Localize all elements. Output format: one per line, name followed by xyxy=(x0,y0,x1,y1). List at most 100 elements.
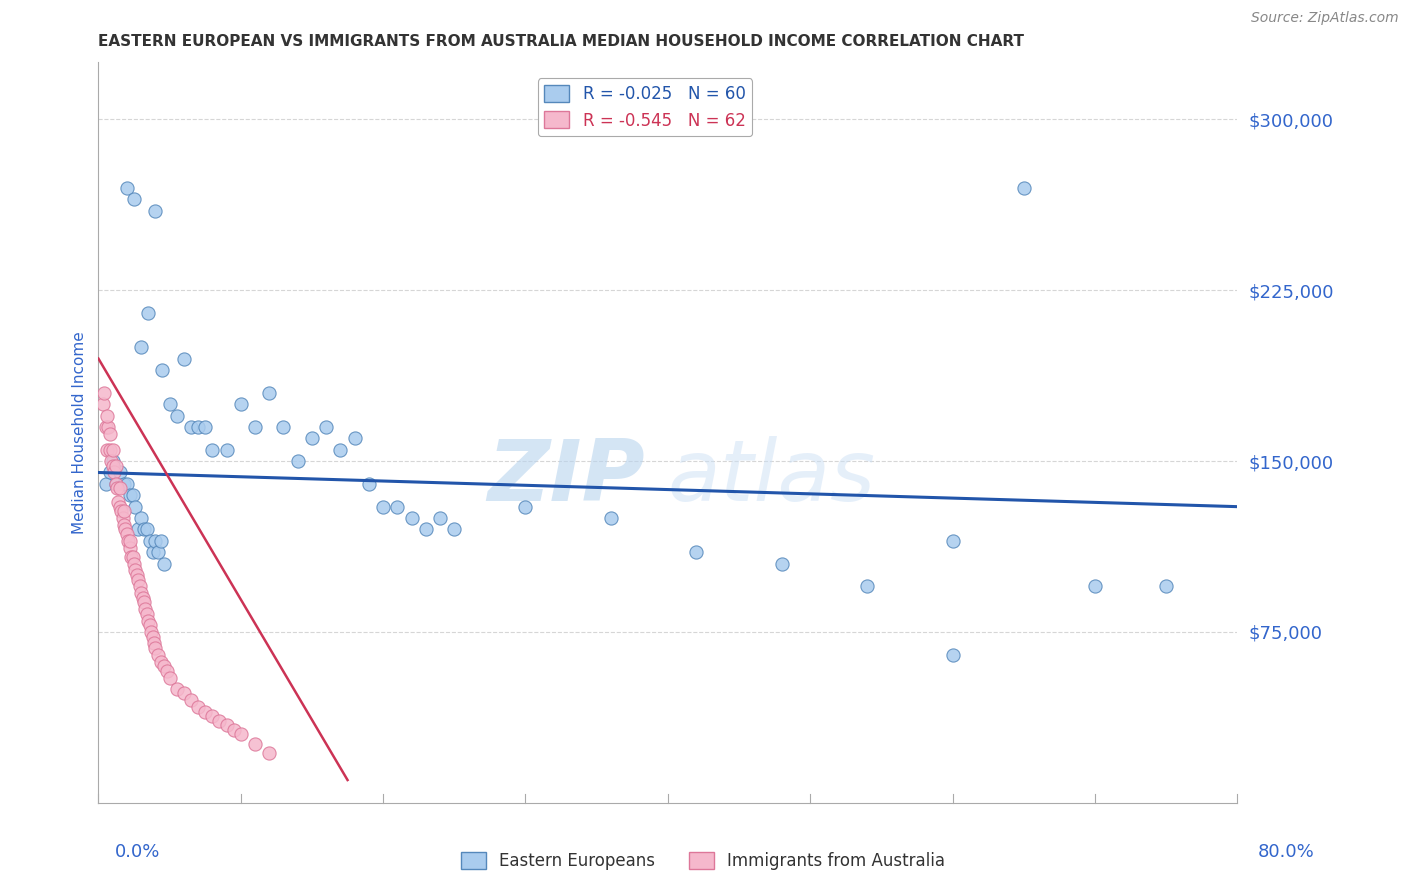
Point xyxy=(91,397,114,411)
Point xyxy=(117,533,139,548)
Point xyxy=(166,681,188,696)
Point xyxy=(259,385,281,400)
Point xyxy=(153,557,176,571)
Point xyxy=(173,351,195,366)
Point xyxy=(98,466,121,480)
Point xyxy=(159,671,181,685)
Point xyxy=(148,648,170,662)
Point xyxy=(215,718,238,732)
Point xyxy=(94,476,117,491)
Point xyxy=(96,442,118,457)
Point xyxy=(315,420,337,434)
Point xyxy=(150,533,173,548)
Point xyxy=(343,431,366,445)
Point xyxy=(194,420,217,434)
Point xyxy=(94,420,117,434)
Point xyxy=(142,636,165,650)
Point xyxy=(132,595,155,609)
Point xyxy=(129,511,152,525)
Y-axis label: Median Household Income: Median Household Income xyxy=(72,331,87,534)
Point xyxy=(93,385,115,400)
Point xyxy=(138,618,160,632)
Point xyxy=(685,545,707,559)
Point xyxy=(122,557,145,571)
Point xyxy=(118,541,141,555)
Point xyxy=(429,511,451,525)
Point xyxy=(112,476,135,491)
Point xyxy=(118,488,141,502)
Point xyxy=(357,476,380,491)
Point xyxy=(243,420,266,434)
Point xyxy=(387,500,409,514)
Point xyxy=(215,442,238,457)
Text: atlas: atlas xyxy=(668,435,876,518)
Point xyxy=(187,420,209,434)
Point xyxy=(942,533,965,548)
Point xyxy=(128,579,150,593)
Point xyxy=(942,648,965,662)
Point xyxy=(112,517,135,532)
Point xyxy=(373,500,395,514)
Point xyxy=(136,306,159,320)
Point xyxy=(105,482,128,496)
Point xyxy=(115,476,138,491)
Point xyxy=(243,737,266,751)
Point xyxy=(136,614,159,628)
Point xyxy=(141,545,163,559)
Point xyxy=(104,476,127,491)
Point xyxy=(159,397,181,411)
Point xyxy=(208,714,231,728)
Text: Source: ZipAtlas.com: Source: ZipAtlas.com xyxy=(1251,11,1399,25)
Point xyxy=(153,659,176,673)
Point xyxy=(124,564,146,578)
Point xyxy=(111,511,134,525)
Text: 80.0%: 80.0% xyxy=(1258,843,1315,861)
Point xyxy=(132,523,155,537)
Point xyxy=(415,523,437,537)
Point xyxy=(180,693,202,707)
Point xyxy=(101,442,124,457)
Point xyxy=(108,482,131,496)
Point xyxy=(173,686,195,700)
Point xyxy=(107,495,129,509)
Point xyxy=(125,568,148,582)
Point xyxy=(329,442,352,457)
Point xyxy=(108,466,131,480)
Point xyxy=(443,523,465,537)
Point xyxy=(515,500,537,514)
Point xyxy=(287,454,309,468)
Point xyxy=(229,727,252,741)
Point xyxy=(121,488,143,502)
Point xyxy=(98,426,121,441)
Point xyxy=(201,442,224,457)
Point xyxy=(139,624,162,639)
Point xyxy=(141,630,163,644)
Point xyxy=(131,591,153,605)
Point xyxy=(145,640,167,655)
Text: EASTERN EUROPEAN VS IMMIGRANTS FROM AUSTRALIA MEDIAN HOUSEHOLD INCOME CORRELATIO: EASTERN EUROPEAN VS IMMIGRANTS FROM AUST… xyxy=(98,34,1025,49)
Point xyxy=(115,527,138,541)
Point xyxy=(104,458,127,473)
Point xyxy=(301,431,323,445)
Point xyxy=(180,420,202,434)
Point xyxy=(187,700,209,714)
Point xyxy=(229,397,252,411)
Point xyxy=(194,705,217,719)
Legend: R = -0.025   N = 60, R = -0.545   N = 62: R = -0.025 N = 60, R = -0.545 N = 62 xyxy=(538,78,752,136)
Text: 0.0%: 0.0% xyxy=(115,843,160,861)
Point xyxy=(145,203,167,218)
Point xyxy=(110,504,132,518)
Text: ZIP: ZIP xyxy=(488,435,645,518)
Point xyxy=(103,466,125,480)
Point xyxy=(856,579,879,593)
Point xyxy=(108,500,131,514)
Point xyxy=(129,340,152,354)
Point xyxy=(1084,579,1107,593)
Point xyxy=(166,409,188,423)
Point xyxy=(150,655,173,669)
Point xyxy=(127,523,149,537)
Point xyxy=(115,180,138,194)
Point xyxy=(222,723,245,737)
Point xyxy=(134,602,156,616)
Point xyxy=(600,511,623,525)
